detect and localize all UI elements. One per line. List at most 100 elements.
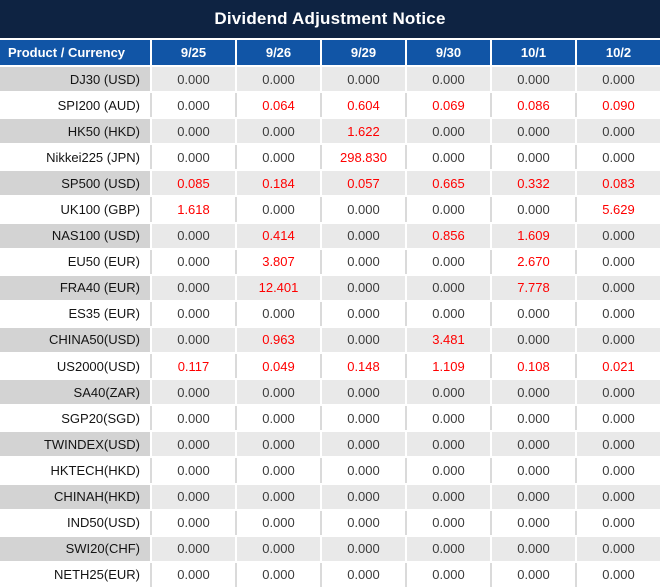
dividend-value-cell: 0.000 [150, 145, 235, 170]
table-row: CHINA50(USD) 0.000 0.963 0.000 3.481 0.000 0.0… [0, 325, 660, 353]
dividend-value-cell: 0.000 [575, 249, 660, 274]
column-header-date-5: 10/1 [490, 40, 575, 65]
dividend-value-cell: 0.000 [150, 484, 235, 509]
dividend-value-cell: 0.000 [320, 510, 405, 535]
dividend-value-cell: 0.000 [320, 484, 405, 509]
dividend-value-cell: 0.000 [150, 406, 235, 431]
dividend-value-cell: 0.000 [575, 301, 660, 326]
dividend-value-cell: 0.000 [235, 380, 320, 405]
dividend-value-cell: 0.000 [150, 432, 235, 457]
dividend-value-cell: 0.000 [405, 380, 490, 405]
dividend-value-cell: 0.000 [235, 406, 320, 431]
table-row: HK50 (HKD) 0.000 0.000 1.622 0.000 0.000 0.000 [0, 117, 660, 144]
product-label: TWINDEX(USD) [0, 432, 150, 457]
dividend-value-cell: 0.000 [575, 67, 660, 92]
dividend-value-cell: 0.000 [405, 67, 490, 92]
dividend-value-cell: 0.184 [235, 171, 320, 196]
product-label: UK100 (GBP) [0, 197, 150, 222]
column-header-date-2: 9/26 [235, 40, 320, 65]
dividend-value-cell: 0.000 [575, 223, 660, 248]
dividend-value-cell: 0.000 [405, 249, 490, 274]
dividend-value-cell: 0.000 [405, 145, 490, 170]
product-label: SP500 (USD) [0, 171, 150, 196]
dividend-value-cell: 0.000 [150, 380, 235, 405]
dividend-value-cell: 0.000 [575, 406, 660, 431]
dividend-value-cell: 0.000 [150, 275, 235, 300]
dividend-value-cell: 0.000 [150, 301, 235, 326]
column-header-product-currency: Product / Currency [8, 45, 126, 60]
dividend-value-cell: 0.000 [490, 380, 575, 405]
dividend-value-cell: 0.000 [405, 406, 490, 431]
dividend-value-cell: 0.000 [490, 67, 575, 92]
dividend-value-cell: 0.000 [150, 536, 235, 561]
dividend-value-cell: 0.000 [235, 510, 320, 535]
dividend-value-cell: 0.414 [235, 223, 320, 248]
dividend-value-cell: 0.090 [575, 93, 660, 118]
dividend-value-cell: 0.000 [320, 562, 405, 587]
dividend-value-cell: 0.000 [490, 119, 575, 144]
product-label: NETH25(EUR) [0, 562, 150, 587]
dividend-value-cell: 0.000 [405, 458, 490, 483]
dividend-value-cell: 0.000 [405, 432, 490, 457]
table-row: EU50 (EUR) 0.000 3.807 0.000 0.000 2.670 0.000 [0, 247, 660, 274]
dividend-value-cell: 0.000 [490, 301, 575, 326]
product-label: SGP20(SGD) [0, 406, 150, 431]
product-label: SPI200 (AUD) [0, 93, 150, 118]
dividend-value-cell: 0.000 [150, 327, 235, 353]
dividend-value-cell: 0.000 [320, 67, 405, 92]
dividend-value-cell: 0.057 [320, 171, 405, 196]
dividend-value-cell: 0.000 [235, 458, 320, 483]
column-header-date-4: 9/30 [405, 40, 490, 65]
product-label: SA40(ZAR) [0, 380, 150, 405]
dividend-value-cell: 0.000 [150, 93, 235, 118]
product-label: HKTECH(HKD) [0, 458, 150, 483]
dividend-value-cell: 0.000 [575, 458, 660, 483]
dividend-value-cell: 12.401 [235, 275, 320, 300]
dividend-value-cell: 0.000 [405, 484, 490, 509]
dividend-value-cell: 0.856 [405, 223, 490, 248]
dividend-value-cell: 0.000 [150, 223, 235, 248]
table-row: FRA40 (EUR) 0.000 12.401 0.000 0.000 7.778 0.0… [0, 273, 660, 300]
dividend-value-cell: 0.000 [320, 301, 405, 326]
dividend-value-cell: 0.000 [405, 510, 490, 535]
dividend-value-cell: 0.000 [150, 510, 235, 535]
dividend-value-cell: 0.000 [320, 458, 405, 483]
table-row: IND50(USD) 0.000 0.000 0.000 0.000 0.000 0.000 [0, 508, 660, 535]
dividend-value-cell: 0.000 [405, 119, 490, 144]
dividend-value-cell: 0.000 [575, 275, 660, 300]
table-row: UK100 (GBP) 1.618 0.000 0.000 0.000 0.000 5.62… [0, 195, 660, 222]
dividend-value-cell: 0.049 [235, 354, 320, 379]
dividend-value-cell: 0.000 [405, 197, 490, 222]
dividend-value-cell: 0.000 [320, 536, 405, 561]
table-row: Nikkei225 (JPN) 0.000 0.000 298.830 0.000 0.0… [0, 143, 660, 170]
dividend-value-cell: 298.830 [320, 145, 405, 170]
dividend-value-cell: 0.000 [235, 197, 320, 222]
column-header-date-6: 10/2 [575, 40, 660, 65]
dividend-value-cell: 0.000 [320, 197, 405, 222]
dividend-value-cell: 0.000 [490, 562, 575, 587]
dividend-value-cell: 0.000 [575, 484, 660, 509]
table-header-row: Product / Currency 9/25 9/26 9/29 9/30 1… [0, 38, 660, 65]
dividend-value-cell: 0.000 [490, 327, 575, 353]
product-label: NAS100 (USD) [0, 223, 150, 248]
dividend-value-cell: 0.000 [320, 223, 405, 248]
dividend-value-cell: 5.629 [575, 197, 660, 222]
dividend-value-cell: 0.000 [405, 301, 490, 326]
dividend-value-cell: 0.148 [320, 354, 405, 379]
dividend-value-cell: 0.000 [320, 432, 405, 457]
dividend-value-cell: 0.000 [235, 119, 320, 144]
dividend-value-cell: 0.000 [405, 562, 490, 587]
table-row: US2000(USD) 0.117 0.049 0.148 1.109 0.108 0.02… [0, 352, 660, 379]
dividend-value-cell: 0.000 [320, 380, 405, 405]
product-label: CHINA50(USD) [0, 327, 150, 353]
dividend-value-cell: 0.665 [405, 171, 490, 196]
page-title: Dividend Adjustment Notice [214, 9, 446, 28]
dividend-value-cell: 0.000 [575, 380, 660, 405]
dividend-value-cell: 0.000 [490, 536, 575, 561]
table-row: SGP20(SGD) 0.000 0.000 0.000 0.000 0.000 0.000 [0, 404, 660, 431]
dividend-value-cell: 1.618 [150, 197, 235, 222]
dividend-value-cell: 0.000 [235, 67, 320, 92]
dividend-value-cell: 0.000 [575, 119, 660, 144]
dividend-value-cell: 0.083 [575, 171, 660, 196]
dividend-value-cell: 0.000 [490, 510, 575, 535]
